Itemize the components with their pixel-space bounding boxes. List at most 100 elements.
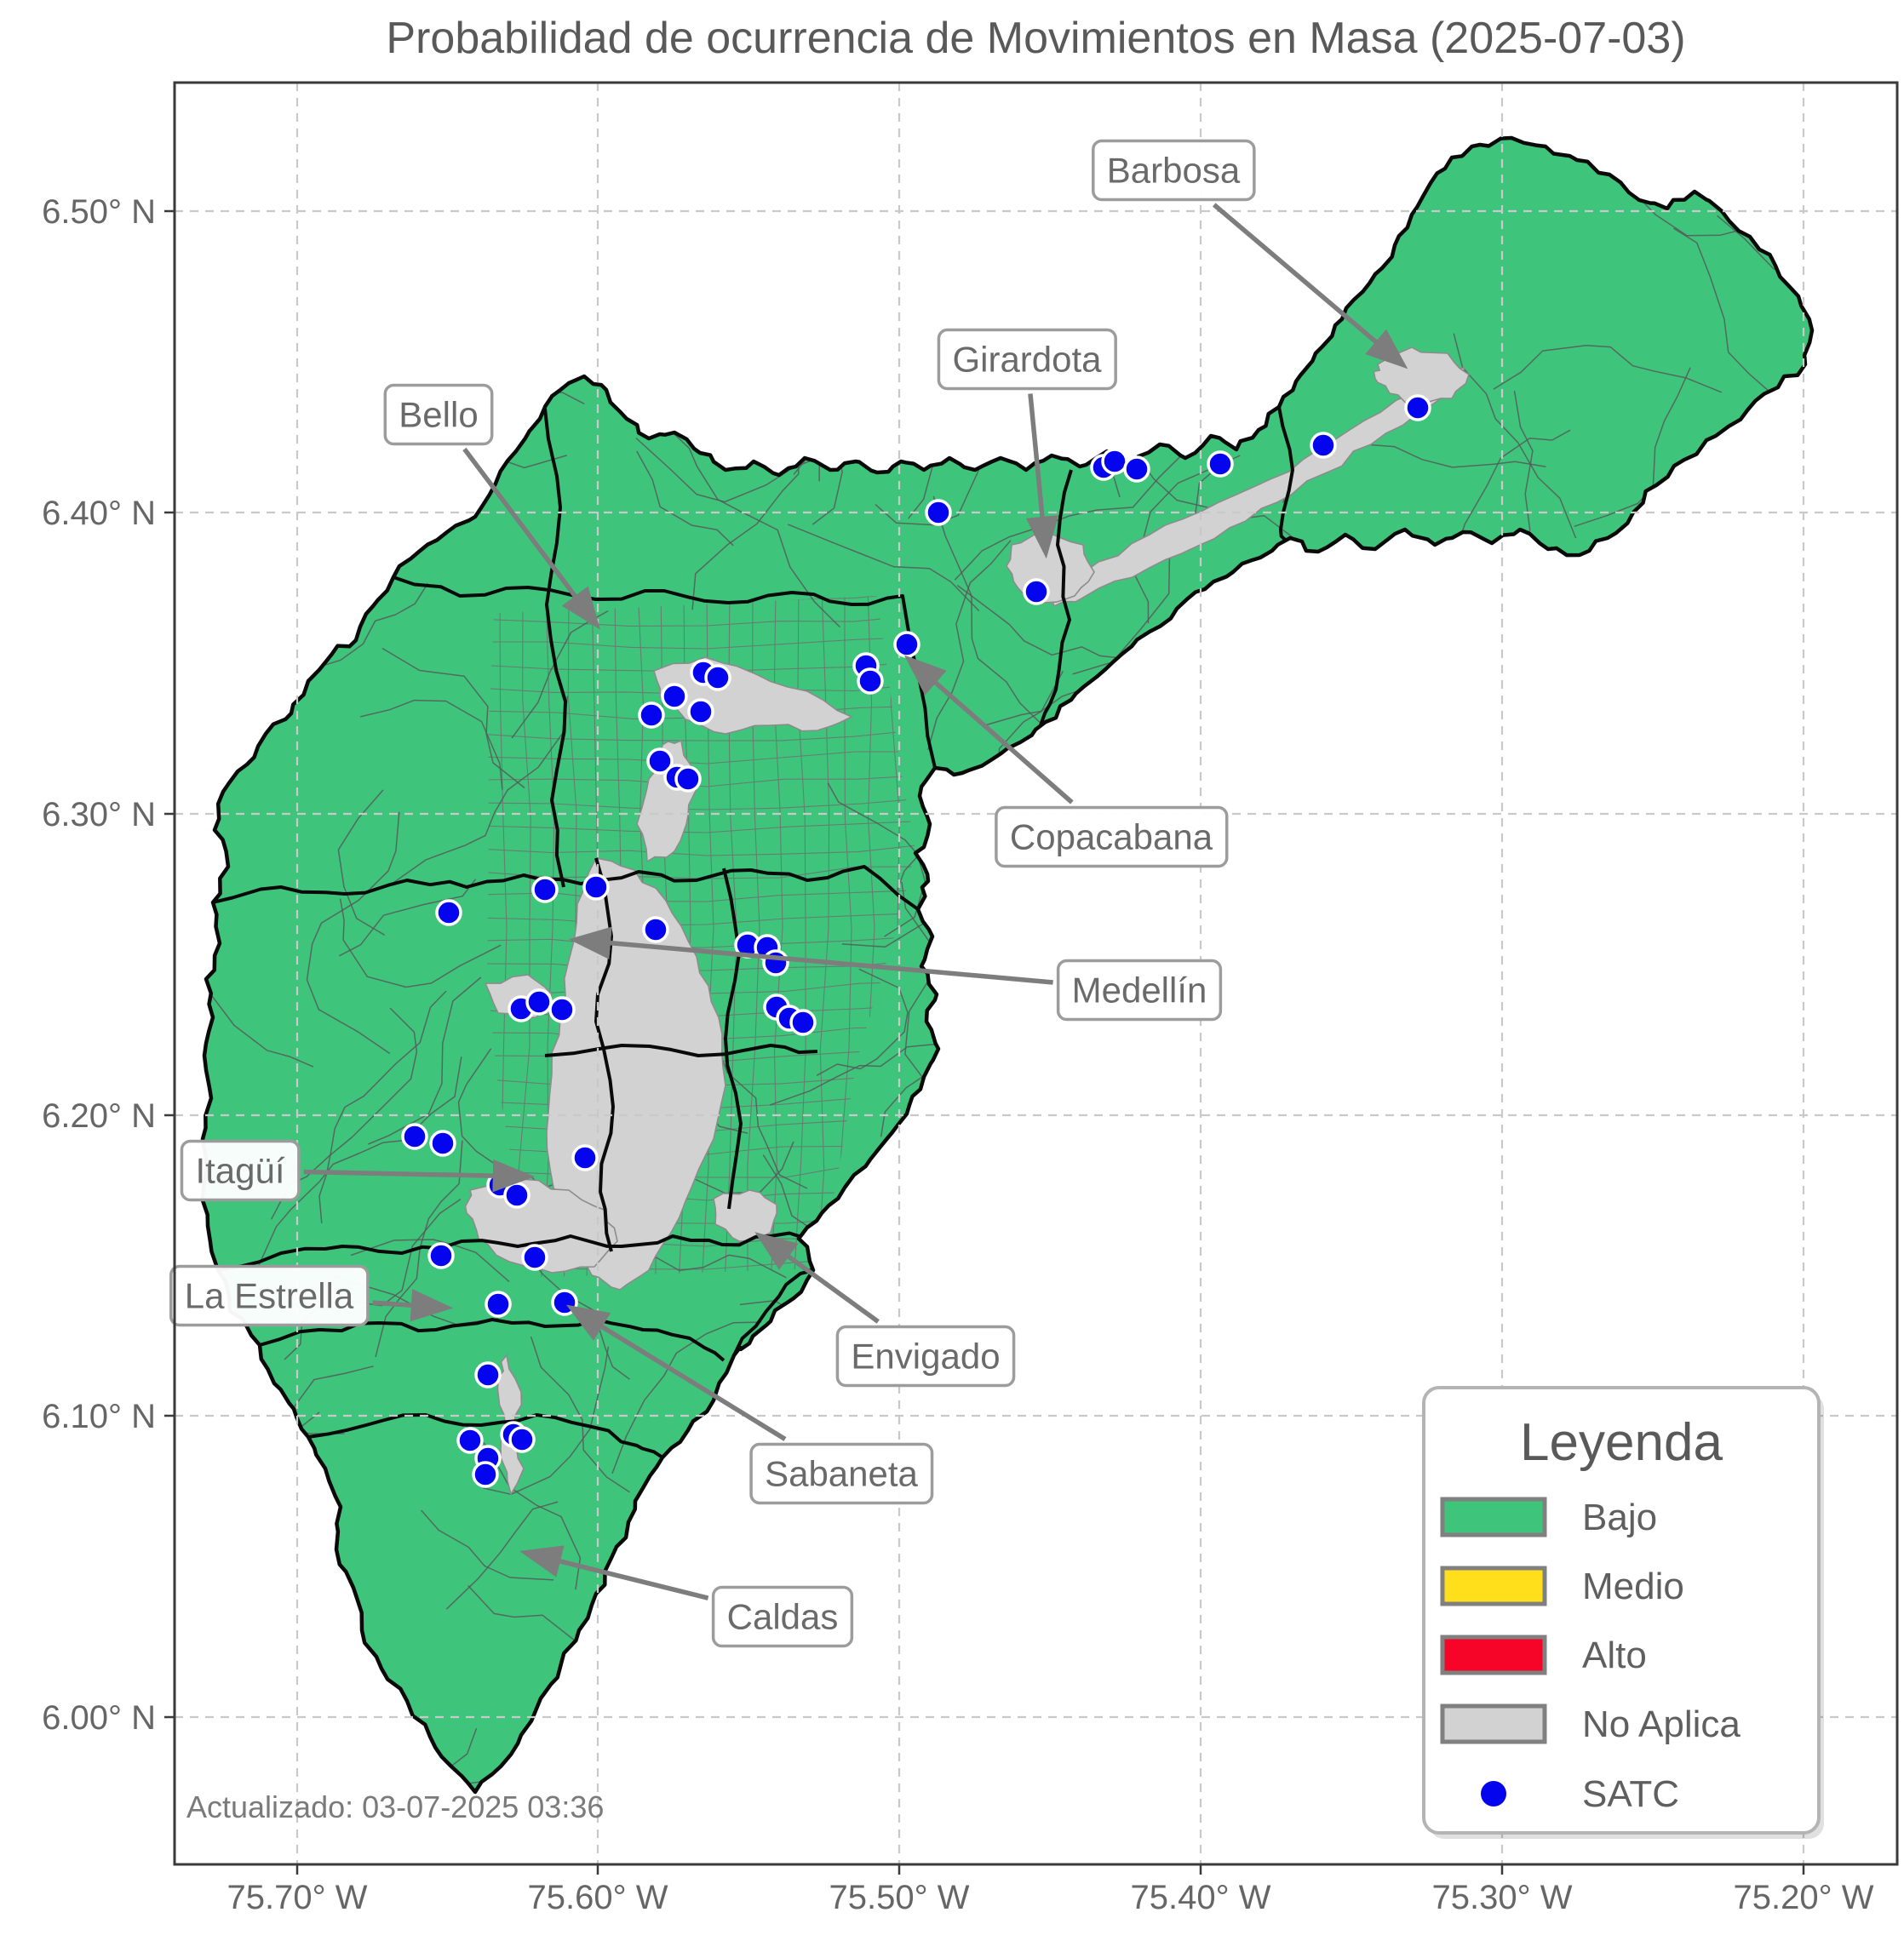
legend-item-label: Medio <box>1582 1566 1684 1607</box>
legend-title: Leyenda <box>1520 1413 1723 1472</box>
satc-dot <box>925 499 952 526</box>
satc-dot <box>1310 432 1337 459</box>
satc-dot <box>435 899 462 926</box>
satc-dot <box>571 1144 599 1171</box>
satc-dot <box>687 698 714 725</box>
city-label-copacabana: Copacabana <box>903 655 1229 868</box>
satc-dot <box>429 1130 456 1157</box>
legend-item-label: Alto <box>1582 1635 1647 1676</box>
city-arrow-medellin <box>568 926 1053 985</box>
city-arrow-envigado <box>754 1232 880 1324</box>
city-label-box <box>1092 139 1256 202</box>
satc-dot <box>642 916 669 943</box>
city-label-box <box>169 1264 370 1327</box>
legend-swatch-bajo <box>1440 1497 1547 1537</box>
figure-title: Probabilidad de ocurrencia de Movimiento… <box>386 14 1685 63</box>
region-outline <box>200 135 1815 1795</box>
x-tick-label: 75.20° W <box>1734 1879 1874 1916</box>
satc-dot <box>525 988 553 1016</box>
y-tick-label: 6.30° N <box>42 796 156 833</box>
city-arrow-itagui <box>303 1159 536 1193</box>
y-tick-label: 6.00° N <box>42 1699 156 1737</box>
satc-dot <box>1101 448 1128 475</box>
satc-dot <box>1023 578 1050 605</box>
y-tick-label: 6.40° N <box>42 495 156 532</box>
satc-dot <box>472 1461 499 1488</box>
city-arrow-bello <box>462 447 600 630</box>
city-arrow-la-estrella <box>372 1289 454 1322</box>
satc-dot <box>893 631 920 658</box>
city-label-text: Envigado <box>851 1337 1000 1377</box>
city-label-box <box>383 383 494 446</box>
y-tick-label: 6.20° N <box>42 1097 156 1135</box>
satc-dot <box>762 949 789 976</box>
city-arrow-caldas <box>519 1545 709 1600</box>
legend-item-label: No Aplica <box>1582 1703 1741 1745</box>
x-tick-label: 75.50° W <box>829 1879 970 1916</box>
satc-dot <box>1123 455 1150 483</box>
satc-dot <box>789 1009 817 1036</box>
city-label-barbosa: Barbosa <box>1092 139 1408 369</box>
city-label-girardota: Girardota <box>937 328 1117 559</box>
satc-stations <box>401 394 1431 1488</box>
satc-dot <box>1404 394 1431 421</box>
city-arrow-copacabana <box>903 655 1074 804</box>
satc-dot <box>674 765 702 793</box>
city-label-bello: Bello <box>383 383 600 630</box>
city-label-caldas: Caldas <box>519 1545 854 1648</box>
city-label-envigado: Envigado <box>754 1232 1016 1388</box>
legend-item-label: SATC <box>1582 1773 1679 1815</box>
city-label-text: Itagüí <box>195 1151 284 1191</box>
satc-dot <box>401 1123 428 1150</box>
city-label-box <box>937 328 1117 391</box>
city-label-box <box>1056 959 1223 1022</box>
city-label-sabaneta: Sabaneta <box>565 1304 934 1505</box>
city-label-text: Medellín <box>1072 970 1207 1011</box>
city-arrow-barbosa <box>1213 203 1408 369</box>
city-label-medellin: Medellín <box>568 926 1223 1022</box>
city-label-text: Caldas <box>727 1597 839 1637</box>
x-tick-label: 75.60° W <box>528 1879 668 1916</box>
city-label-text: Girardota <box>952 340 1102 380</box>
legend-swatch-no-aplica <box>1440 1703 1547 1744</box>
city-annotations: Barbosa Girardota Bello Copacabana Medellín I… <box>169 139 1408 1648</box>
satc-dot <box>1207 450 1234 478</box>
satc-dot <box>704 664 731 691</box>
satc-dot <box>531 876 559 903</box>
city-label-box <box>995 805 1229 868</box>
legend-swatch-medio <box>1440 1566 1547 1606</box>
satc-dot <box>638 701 665 729</box>
satc-dot <box>474 1361 502 1388</box>
satc-dot <box>427 1242 455 1269</box>
city-label-box <box>180 1139 301 1202</box>
satc-dot <box>661 683 688 710</box>
satc-dot <box>521 1244 548 1271</box>
city-label-text: Sabaneta <box>765 1454 918 1494</box>
x-tick-label: 75.40° W <box>1131 1879 1271 1916</box>
legend-swatch-satc <box>1481 1781 1506 1806</box>
city-label-text: Barbosa <box>1107 151 1241 191</box>
city-label-text: Copacabana <box>1010 817 1213 857</box>
land-region-low <box>202 138 1812 1792</box>
plot-frame <box>173 81 1899 1866</box>
city-label-box <box>835 1325 1016 1388</box>
satc-dot <box>508 1426 536 1453</box>
city-arrow-girardota <box>1025 393 1059 559</box>
satc-dot <box>503 1182 530 1209</box>
satc-dot <box>646 747 674 775</box>
satc-dot <box>582 873 610 901</box>
city-arrow-sabaneta <box>565 1304 787 1441</box>
legend-item-label: Bajo <box>1582 1497 1657 1538</box>
city-label-box <box>749 1442 934 1505</box>
city-label-box <box>711 1585 854 1648</box>
satc-dot <box>456 1427 484 1454</box>
x-tick-label: 75.30° W <box>1432 1879 1573 1916</box>
satc-dot <box>548 996 576 1023</box>
city-label-text: Bello <box>399 395 478 435</box>
city-label-itagui: Itagüí <box>180 1139 536 1202</box>
city-label-la-estrella: La Estrella <box>169 1264 454 1327</box>
city-label-text: La Estrella <box>185 1276 354 1316</box>
legend: Leyenda Bajo Medio Alto No Aplica SATC <box>1422 1386 1824 1839</box>
